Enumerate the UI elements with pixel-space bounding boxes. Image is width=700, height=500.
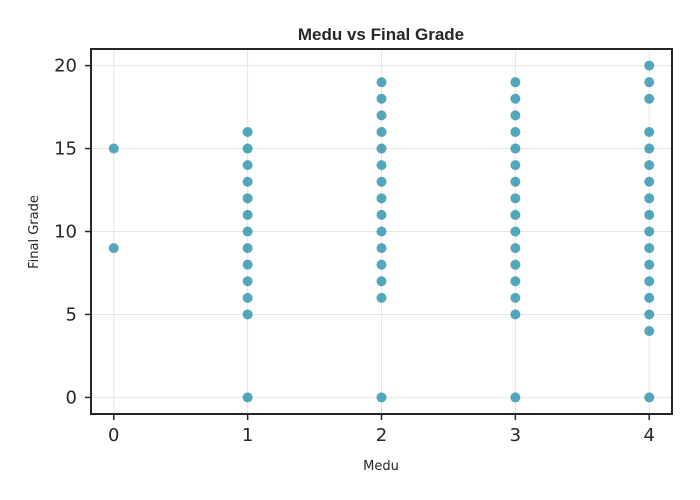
data-point [510,292,521,303]
data-point [510,126,521,137]
data-point [242,392,253,403]
data-point [376,193,387,204]
x-tick-label: 0 [108,425,119,446]
data-points [108,60,655,403]
data-point [376,226,387,237]
data-point [242,176,253,187]
x-tick-label: 1 [242,425,253,446]
data-point [242,309,253,320]
x-tick-label: 3 [510,425,521,446]
data-point [510,193,521,204]
data-point [242,226,253,237]
data-point [510,309,521,320]
data-point [242,193,253,204]
data-point [242,259,253,270]
x-tick-label: 4 [644,425,655,446]
data-point [644,243,655,254]
data-point [510,276,521,287]
data-point [376,243,387,254]
data-point [644,176,655,187]
data-point [376,292,387,303]
data-point [376,143,387,154]
data-point [510,243,521,254]
y-axis-ticks: 0 5 10 15 20 [54,56,91,408]
data-point [644,60,655,71]
data-point [510,392,521,403]
data-point [376,93,387,104]
data-point [644,193,655,204]
x-tick-label: 2 [376,425,387,446]
data-point [242,292,253,303]
y-tick-label: 5 [66,304,77,325]
data-point [376,276,387,287]
data-point [510,77,521,88]
data-point [510,259,521,270]
data-point [376,392,387,403]
data-point [510,110,521,121]
data-point [510,160,521,171]
data-point [644,292,655,303]
data-point [242,209,253,220]
data-point [510,143,521,154]
data-point [376,176,387,187]
x-axis-ticks: 0 1 2 3 4 [108,414,655,446]
y-tick-label: 0 [66,387,77,408]
data-point [108,143,119,154]
data-point [376,110,387,121]
data-point [242,126,253,137]
data-point [242,143,253,154]
data-point [376,259,387,270]
data-point [644,309,655,320]
y-tick-label: 15 [54,139,77,160]
data-point [376,126,387,137]
x-axis-label: Medu [363,459,399,474]
data-point [644,276,655,287]
data-point [644,259,655,270]
data-point [376,209,387,220]
y-axis-label: Final Grade [27,195,42,269]
data-point [644,392,655,403]
chart-title: Medu vs Final Grade [298,25,464,44]
data-point [644,93,655,104]
data-point [644,226,655,237]
data-point [242,243,253,254]
data-point [242,276,253,287]
data-point [510,209,521,220]
y-tick-label: 10 [54,222,77,243]
data-point [644,209,655,220]
data-point [644,326,655,337]
data-point [644,77,655,88]
y-tick-label: 20 [54,56,77,77]
data-point [510,93,521,104]
data-point [510,226,521,237]
data-point [510,176,521,187]
data-point [242,160,253,171]
data-point [644,143,655,154]
data-point [376,160,387,171]
data-point [644,126,655,137]
data-point [644,160,655,171]
data-point [108,243,119,254]
data-point [376,77,387,88]
